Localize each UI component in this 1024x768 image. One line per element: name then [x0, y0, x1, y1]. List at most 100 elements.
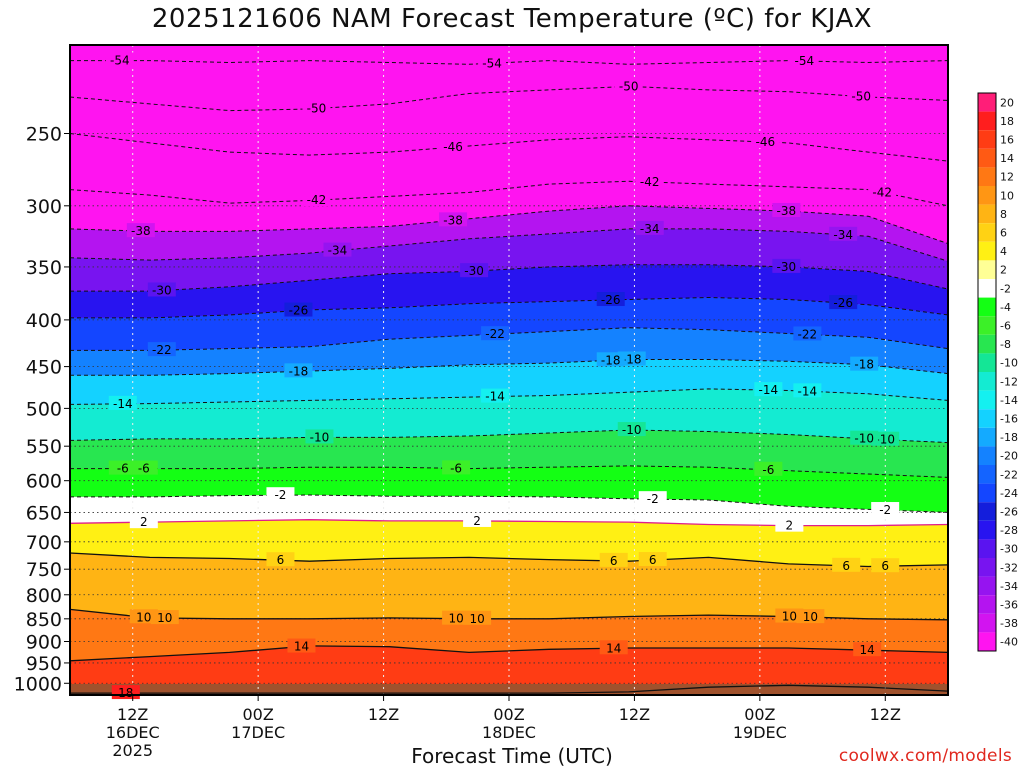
colorbar-label: -32	[1000, 561, 1018, 574]
colorbar-swatch	[978, 576, 996, 596]
contour-label: -26	[833, 296, 853, 310]
contour-label-bg	[439, 139, 468, 154]
contour-label: -54	[482, 56, 502, 70]
contour-label-bg	[617, 422, 646, 437]
contour-label-bg	[478, 55, 507, 70]
colorbar-swatch	[978, 427, 996, 447]
colorbar-swatch	[978, 316, 996, 335]
colorbar-swatch	[978, 502, 996, 521]
contour-label-bg	[481, 326, 510, 341]
contour-label: 18	[118, 686, 133, 700]
contour-line	[70, 684, 949, 694]
y-tick-label: 300	[26, 196, 62, 218]
temperature-band	[70, 181, 948, 244]
contour-label: 6	[610, 554, 618, 568]
colorbar-label: 6	[1000, 227, 1007, 240]
contour-label: -22	[152, 343, 172, 357]
colorbar-label: 10	[1000, 189, 1014, 202]
contour-label: 10	[803, 610, 818, 624]
colorbar-swatch	[978, 446, 996, 465]
chart-title: 2025121606 NAM Forecast Temperature (ºC)…	[151, 4, 873, 34]
colorbar-label: 20	[1000, 96, 1014, 109]
contour-label-bg	[284, 302, 313, 317]
contour-label-bg	[638, 552, 667, 567]
colorbar-swatch	[978, 613, 996, 633]
contour-label-bg	[287, 638, 316, 653]
contour-label: 10	[782, 610, 797, 624]
colorbar-swatch	[978, 595, 996, 614]
colorbar-label: -36	[1000, 599, 1018, 612]
y-tick-label: 850	[26, 609, 62, 631]
contour-label: -6	[117, 462, 129, 476]
contour-label: -10	[310, 430, 330, 444]
colorbar-label: -40	[1000, 636, 1018, 649]
contour-label: -2	[879, 503, 891, 517]
contour-label-bg	[871, 558, 900, 573]
contour-label-bg	[754, 461, 783, 476]
ground-strip	[70, 684, 948, 695]
contour-label: -6	[762, 463, 774, 477]
contour-label: -46	[443, 140, 463, 154]
x-tick-label: 16DEC	[106, 723, 160, 742]
colorbar-label: -6	[1000, 320, 1011, 333]
contour-label: -50	[619, 79, 639, 93]
contour-label-bg	[635, 220, 664, 235]
contour-label-bg	[302, 100, 331, 115]
y-tick-label: 400	[26, 310, 62, 332]
contour-label-bg	[751, 134, 780, 149]
temperature-band	[70, 228, 948, 292]
colorbar: 20 18 16 14 12 10 8 6 4 2 -2 -4 -6 -8 -10 -12 -14 -16 -18 -…	[977, 92, 1018, 652]
colorbar-swatch	[978, 483, 996, 503]
y-tick-label: 750	[26, 559, 62, 581]
colorbar-label: -30	[1000, 543, 1018, 556]
contour-label: 6	[842, 559, 850, 573]
colorbar-swatch	[978, 260, 996, 279]
x-axis-label: Forecast Time (UTC)	[411, 744, 613, 768]
colorbar-swatch	[978, 520, 996, 540]
colorbar-label: 8	[1000, 208, 1007, 221]
contour-label: -10	[622, 423, 642, 437]
contour-label-bg	[305, 429, 334, 444]
colorbar-label: -34	[1000, 580, 1018, 593]
colorbar-swatch	[978, 130, 996, 149]
contour-label: -22	[798, 327, 818, 341]
contour-label: 6	[881, 559, 889, 573]
colorbar-label: -20	[1000, 450, 1018, 463]
x-tick-label: 12Z	[619, 705, 650, 724]
colorbar-label: -2	[1000, 282, 1011, 295]
contour-label-bg	[772, 258, 801, 273]
contour-label: -42	[872, 185, 892, 199]
contour-label-bg	[850, 356, 879, 371]
colorbar-swatch	[978, 167, 996, 186]
contour-label: -14	[485, 390, 505, 404]
contour-line	[69, 429, 949, 444]
contour-label-bg	[442, 460, 471, 475]
temperature-band	[70, 388, 948, 443]
contour-label: -18	[289, 364, 309, 378]
colorbar-label: -14	[1000, 394, 1018, 407]
contour-label-bg	[460, 263, 489, 278]
contour-label: -18	[854, 358, 874, 372]
contour-label: -34	[328, 244, 348, 258]
contour-label: -30	[777, 260, 797, 274]
x-tick-label: 19DEC	[733, 723, 787, 742]
colorbar-label: -22	[1000, 468, 1018, 481]
contour-label: 14	[606, 641, 621, 655]
contour-label: -18	[622, 352, 642, 366]
contour-line	[69, 645, 949, 662]
colorbar-label: -18	[1000, 431, 1018, 444]
x-tick-label: 2025	[112, 741, 153, 760]
y-tick-label: 700	[26, 532, 62, 554]
y-tick-label: 1000	[14, 673, 62, 695]
contour-label: 2	[473, 514, 481, 528]
contour-label-bg	[793, 326, 822, 341]
contour-label: -38	[777, 204, 797, 218]
contour-label-bg	[439, 212, 468, 227]
temperature-band	[70, 60, 948, 111]
site-credit[interactable]: coolwx.com/models	[838, 746, 1012, 766]
contour-label-bg	[266, 552, 295, 567]
y-tick-label: 350	[26, 257, 62, 279]
temperature-band	[70, 205, 948, 262]
x-tick-label: 12Z	[870, 705, 901, 724]
x-tick-label: 18DEC	[482, 723, 536, 742]
